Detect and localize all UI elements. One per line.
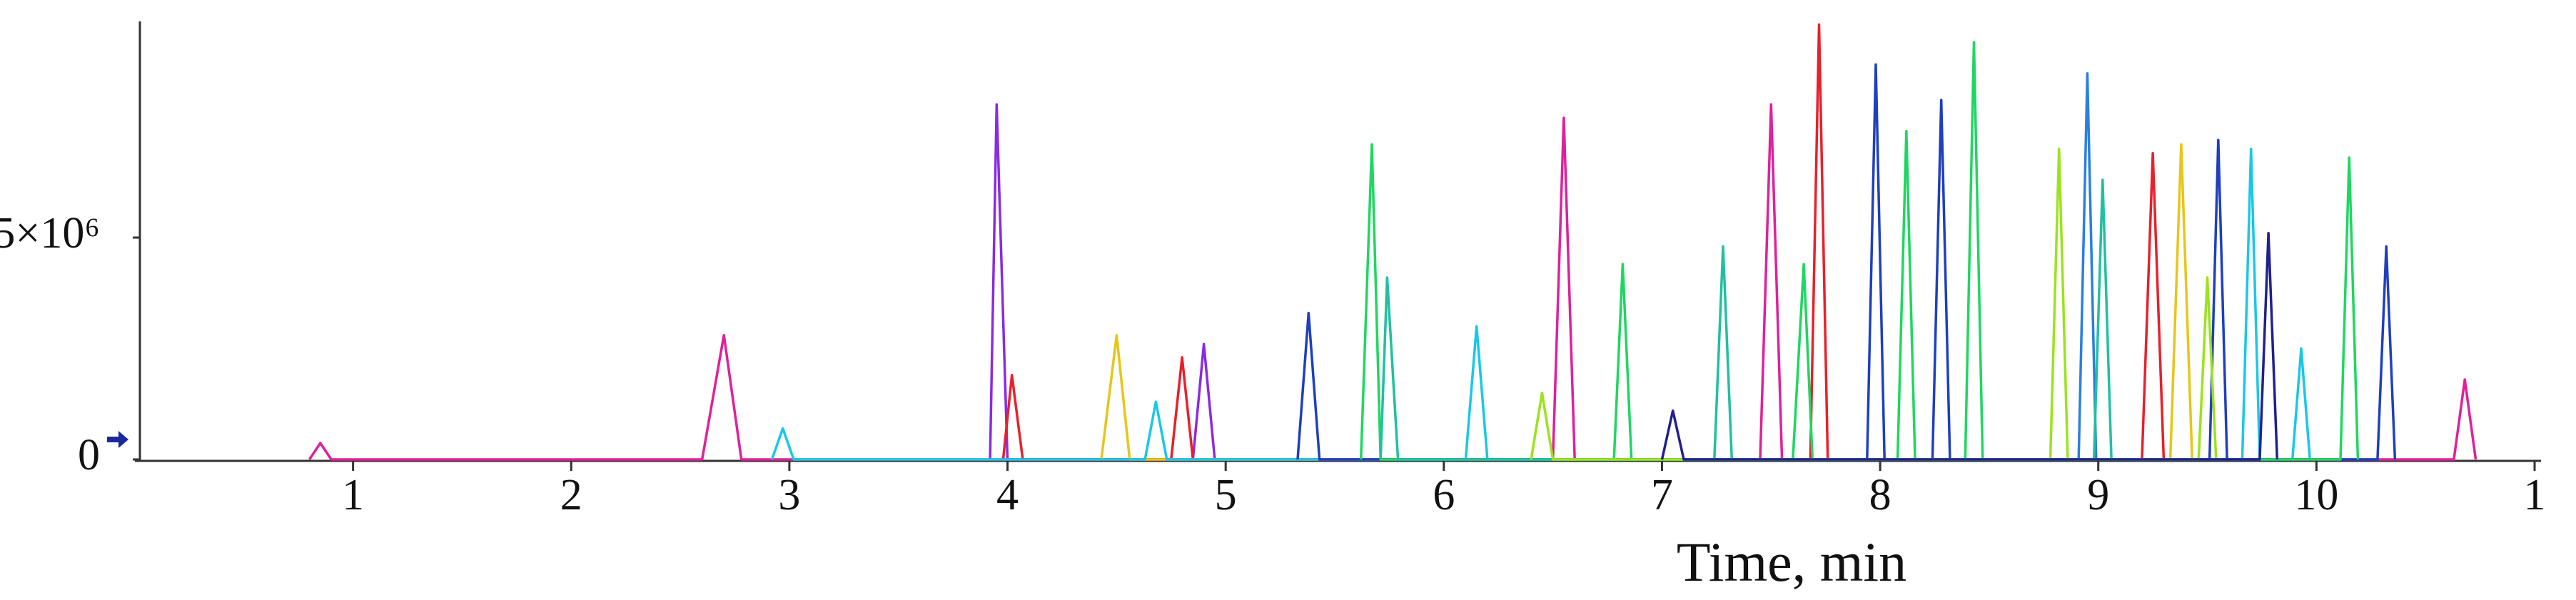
x-tick-label: 5 xyxy=(1215,471,1237,519)
x-axis-title: Time, min xyxy=(1677,531,1906,593)
x-tick-label: 6 xyxy=(1433,471,1455,519)
x-tick-label: 4 xyxy=(996,471,1019,519)
y-tick-label: 0 xyxy=(78,431,100,479)
x-tick-label: 2 xyxy=(560,471,582,519)
baseline-arrow xyxy=(107,431,128,448)
chromatogram-trace xyxy=(2077,72,2098,460)
x-tick-label: 10 xyxy=(2294,471,2338,519)
y-tick-label: 5×10⁶ xyxy=(0,209,100,258)
x-tick-label: 9 xyxy=(2087,471,2109,519)
chromatogram-trace xyxy=(1530,147,2218,461)
x-tick-label: 1 xyxy=(342,471,364,519)
chromatogram-trace xyxy=(1379,178,2113,461)
x-tick-label: 1 xyxy=(2524,471,2546,519)
x-tick-label: 3 xyxy=(778,471,800,519)
x-tick-label: 8 xyxy=(1869,471,1891,519)
chromatogram-trace xyxy=(1660,232,2279,461)
x-tick-label: 7 xyxy=(1651,471,1673,519)
